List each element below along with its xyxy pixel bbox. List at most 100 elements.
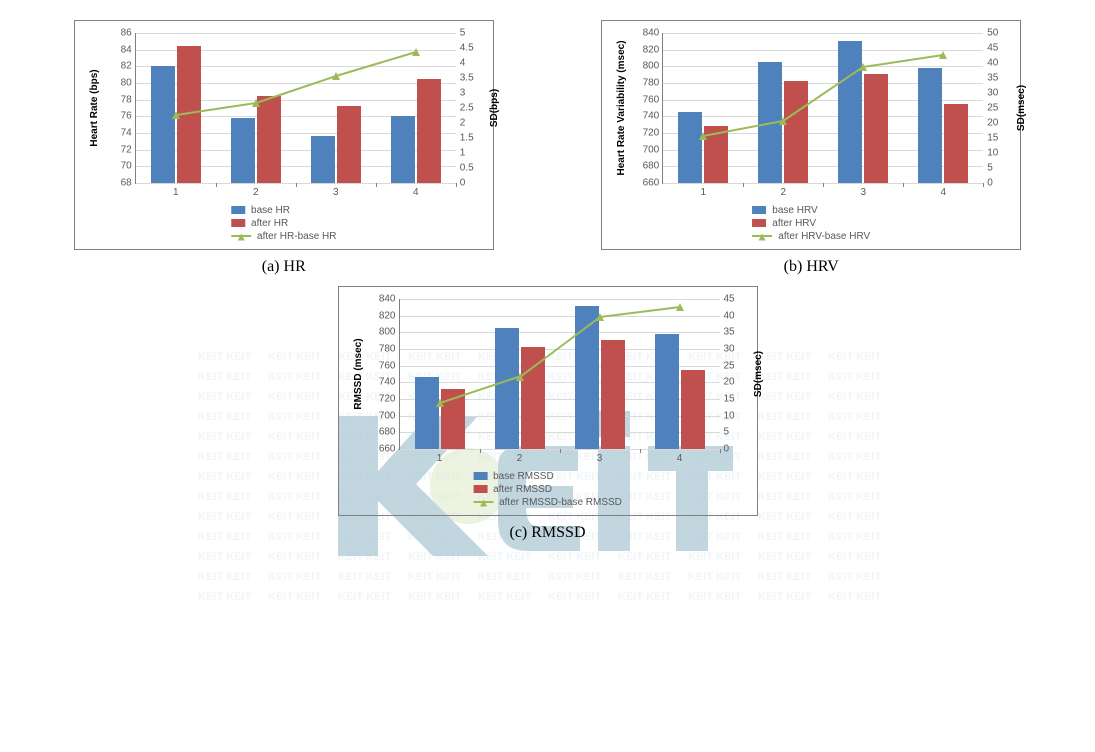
y-left-tick: 820 [643,44,664,55]
y-left-tick: 76 [121,111,136,122]
y-left-tick: 740 [643,111,664,122]
grid-line [400,299,720,300]
y-right-tick: 0 [456,178,466,189]
y-right-title: SD(bps) [489,89,500,127]
x-tick: 4 [413,183,419,198]
y-right-tick: 45 [720,294,735,305]
bar-base [678,112,702,183]
diff-marker-icon [596,312,604,320]
y-right-tick: 50 [983,28,998,39]
legend-label: after RMSSD [493,484,552,495]
panel-a: 6870727476788082848600.511.522.533.544.5… [74,20,494,276]
diff-line [335,51,416,77]
bar-base [231,118,255,183]
y-right-tick: 40 [720,310,735,321]
y-left-title: Heart Rate Variability (msec) [616,40,627,175]
grid-line [663,50,983,51]
y-right-tick: 0 [983,178,993,189]
y-left-tick: 86 [121,28,136,39]
x-tick: 2 [517,449,523,464]
y-right-tick: 1.5 [456,133,474,144]
legend-label: base HRV [772,205,817,216]
diff-marker-icon [332,71,340,79]
y-right-title: SD(msec) [753,351,764,397]
diff-marker-icon [516,372,524,380]
bar-base [918,68,942,183]
y-left-tick: 84 [121,44,136,55]
legend-after: after HRV [752,217,870,229]
chart-hr: 6870727476788082848600.511.522.533.544.5… [74,20,494,250]
y-right-tick: 40 [983,58,998,69]
plot-area: 6870727476788082848600.511.522.533.544.5… [135,33,456,184]
x-tick: 1 [173,183,179,198]
diff-marker-icon [699,131,707,139]
y-left-tick: 700 [379,410,400,421]
x-tick: 2 [253,183,259,198]
y-right-tick: 25 [983,103,998,114]
row-1: 6870727476788082848600.511.522.533.544.5… [20,20,1075,276]
legend-label: after RMSSD-base RMSSD [499,497,622,508]
y-left-tick: 82 [121,61,136,72]
legend-label: after HRV [772,218,816,229]
x-tick: 4 [677,449,683,464]
legend-diff: after RMSSD-base RMSSD [473,496,622,508]
y-right-tick: 20 [983,118,998,129]
y-right-tick: 0 [720,444,730,455]
y-right-tick: 2.5 [456,103,474,114]
diff-marker-icon [436,398,444,406]
y-left-tick: 720 [379,394,400,405]
y-left-tick: 78 [121,94,136,105]
y-left-title: Heart Rate (bps) [89,69,100,146]
y-right-tick: 25 [720,360,735,371]
y-left-tick: 820 [379,310,400,321]
y-right-tick: 30 [983,88,998,99]
legend-after: after RMSSD [473,483,622,495]
y-right-tick: 5 [720,427,730,438]
y-left-tick: 800 [643,61,664,72]
bar-after [337,106,361,184]
x-tick: 3 [597,449,603,464]
y-left-tick: 72 [121,144,136,155]
bar-after [784,81,808,183]
bar-after [417,79,441,183]
bar-base [151,66,175,183]
diff-marker-icon [676,302,684,310]
y-left-tick: 680 [643,161,664,172]
diff-marker-icon [859,62,867,70]
y-right-tick: 35 [983,73,998,84]
bar-base [415,377,439,449]
diff-marker-icon [412,47,420,55]
row-2: KEIT KEIT 660680700720740760780800820840… [20,286,1075,542]
diff-marker-icon [779,116,787,124]
grid-line [400,316,720,317]
legend-base: base HR [231,204,336,216]
x-tick: 3 [860,183,866,198]
y-right-tick: 4.5 [456,43,474,54]
bar-after [681,370,705,449]
y-left-tick: 780 [379,344,400,355]
y-right-tick: 15 [720,394,735,405]
y-right-tick: 5 [983,163,993,174]
chart-hrv: 6606807007207407607808008208400510152025… [601,20,1021,250]
y-left-tick: 760 [643,94,664,105]
y-right-tick: 2 [456,118,466,129]
y-left-tick: 68 [121,178,136,189]
legend-label: base HR [251,205,290,216]
y-right-tick: 15 [983,133,998,144]
legend-diff: after HR-base HR [231,230,336,242]
plot-area: 6606807007207407607808008208400510152025… [662,33,983,184]
bar-after [944,104,968,183]
y-left-tick: 660 [379,444,400,455]
x-tick: 1 [700,183,706,198]
bar-base [391,116,415,183]
y-left-tick: 74 [121,128,136,139]
panel-b: 6606807007207407607808008208400510152025… [601,20,1021,276]
y-left-tick: 840 [643,28,664,39]
y-right-tick: 1 [456,148,466,159]
y-left-tick: 660 [643,178,664,189]
bar-base [311,136,335,184]
x-tick: 1 [437,449,443,464]
y-right-title: SD(msec) [1016,85,1027,131]
x-tick: 4 [940,183,946,198]
legend: base HRVafter HRVafter HRV-base HRV [752,203,870,243]
